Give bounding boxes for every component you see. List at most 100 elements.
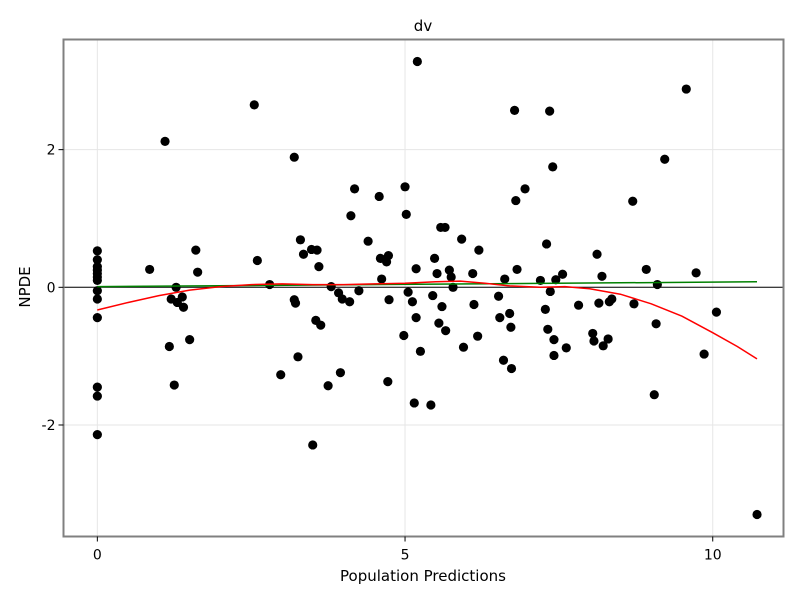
data-point [652,279,662,290]
loess-smooth-line [97,280,758,360]
data-point [185,335,195,345]
data-point [411,264,421,274]
data-point [323,381,333,391]
data-point [699,349,709,359]
data-point [290,298,301,308]
data-point [312,245,322,255]
data-point [440,222,450,233]
y-tick-label: -2 [42,418,56,434]
data-point [573,300,584,310]
data-point [411,312,421,323]
data-point [346,211,356,221]
data-point [434,318,444,328]
data-point [495,312,505,323]
data-point [177,292,187,302]
data-point [314,262,324,272]
data-point [383,377,393,387]
data-point [607,294,617,304]
data-point [592,249,602,259]
data-point [316,320,326,330]
data-point [399,330,409,341]
data-point [383,251,394,261]
data-point [384,295,394,305]
data-point [543,324,553,334]
data-point [92,246,102,256]
data-point [551,275,561,285]
data-point [337,294,347,304]
data-point [469,299,479,310]
data-point [429,253,440,264]
data-point [549,350,559,361]
plot-background [63,39,784,537]
data-point [598,341,608,351]
data-point [711,307,722,317]
data-point [401,209,411,219]
trend-lines [97,280,758,360]
x-tick-label: 0 [93,548,102,564]
scatter-points [92,56,762,520]
data-point [474,245,484,255]
data-point [92,382,102,392]
data-point [335,368,346,378]
y-axis-label: NPDE [16,266,34,307]
data-point [448,282,458,292]
data-point [432,268,442,279]
data-point [160,136,170,146]
data-point [473,331,483,341]
linear-fit-line [97,281,758,288]
data-point [691,268,701,278]
data-point [641,264,651,275]
data-point [649,390,659,400]
data-point [409,398,419,408]
data-point [437,301,447,312]
data-point [557,269,568,279]
x-axis-label: Population Predictions [340,567,506,585]
data-point [171,282,181,292]
data-point [520,184,530,194]
data-point [509,105,520,116]
data-point [628,196,638,206]
y-tick-label: 2 [47,143,56,159]
data-point [426,400,436,410]
data-point [457,234,467,244]
data-point [415,346,426,356]
chart-title: dv [414,17,433,35]
data-point [178,302,189,312]
data-point [589,336,599,346]
data-point [403,287,413,297]
data-point [498,355,509,365]
data-point [505,308,515,319]
plot-frame [62,38,785,538]
data-point [298,249,309,259]
data-point [92,430,102,440]
data-point [191,245,201,255]
data-point [561,343,571,353]
data-point [377,274,387,284]
data-point [660,154,670,164]
data-point [374,191,384,202]
data-point [512,264,522,275]
data-point [500,274,510,284]
data-point [540,304,550,314]
data-point [400,182,410,192]
data-point [681,84,691,94]
data-point [164,341,174,352]
data-point [92,391,102,401]
data-point [92,275,102,286]
data-point [276,370,286,380]
data-point [92,312,102,323]
data-point [428,290,438,301]
data-point [145,264,155,275]
data-point [92,255,102,265]
data-point [541,239,552,249]
data-point [506,322,516,332]
data-point [289,152,299,162]
data-point [588,328,598,339]
data-point [293,352,303,362]
plot-area [62,38,785,538]
x-tick-label: 10 [704,548,722,564]
data-point [597,271,607,281]
data-point [446,272,456,282]
x-tick-label: 5 [401,548,410,564]
